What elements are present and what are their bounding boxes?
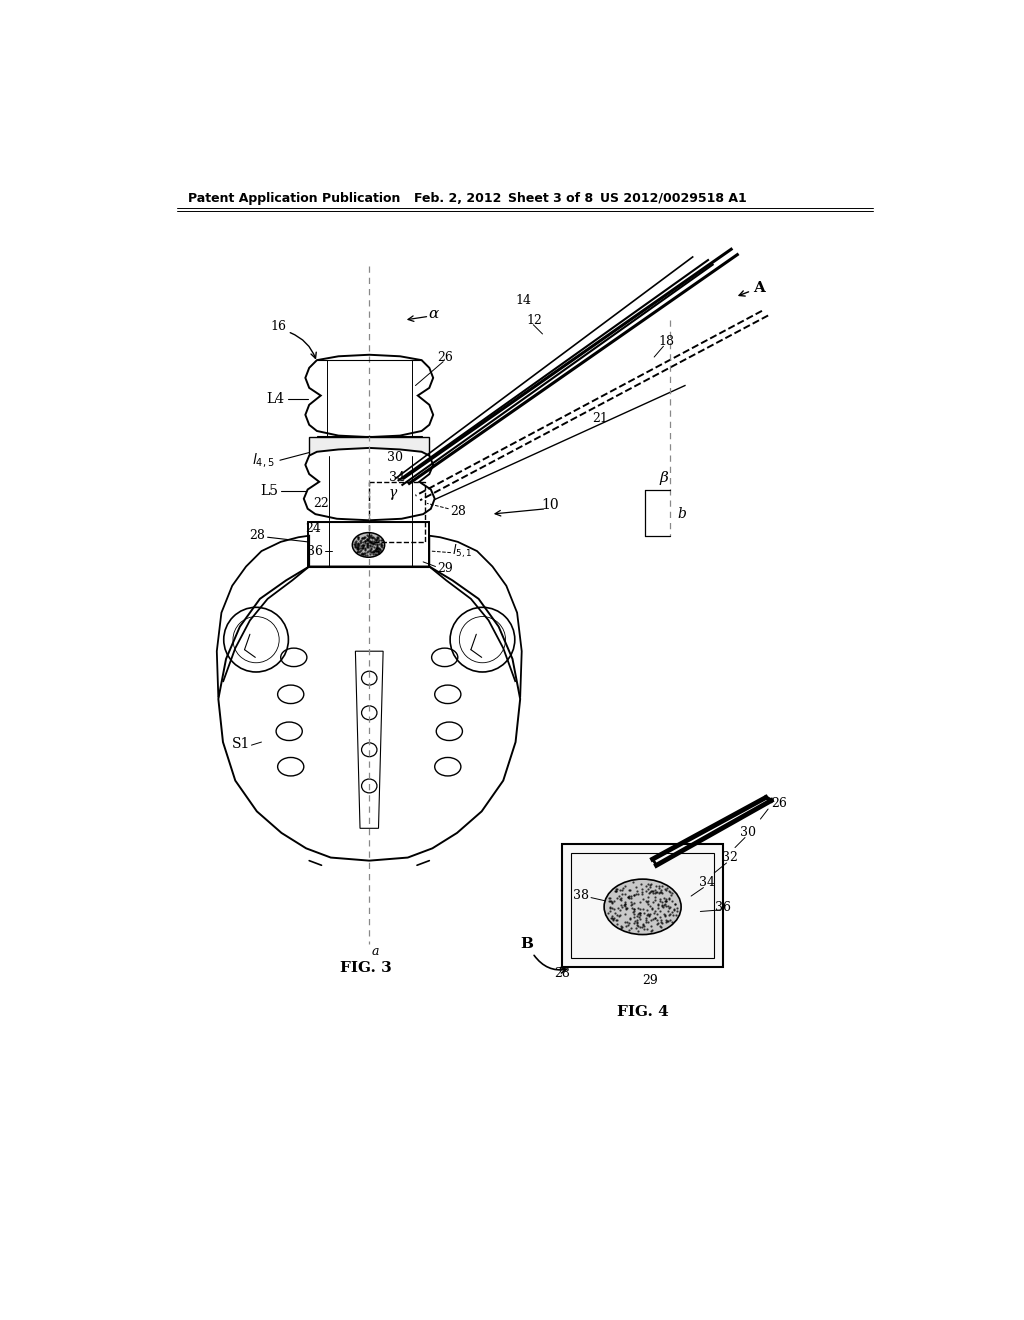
Polygon shape [305,355,433,437]
Text: 32: 32 [722,851,737,865]
Text: 26: 26 [437,351,453,363]
Text: S1: S1 [231,737,250,751]
Text: γ: γ [388,486,396,499]
Text: 24: 24 [305,521,321,535]
Text: 10: 10 [542,498,559,512]
Bar [307,521,429,566]
Text: L5: L5 [260,484,279,498]
Text: 30: 30 [387,450,402,463]
Text: FIG. 4: FIG. 4 [616,1005,669,1019]
Ellipse shape [352,532,385,557]
Text: 36: 36 [716,902,731,915]
Text: 16: 16 [270,319,287,333]
Bar [571,853,714,958]
Text: Sheet 3 of 8: Sheet 3 of 8 [508,191,593,205]
Text: $l_{4,5}$: $l_{4,5}$ [252,451,274,469]
Text: 12: 12 [526,314,542,326]
Text: a: a [372,945,379,958]
Text: 34: 34 [389,471,404,484]
Text: 34: 34 [698,875,715,888]
Text: 21: 21 [592,412,608,425]
Bar [370,482,425,541]
Text: 14: 14 [515,294,531,308]
Text: 18: 18 [658,335,675,348]
Text: 22: 22 [313,496,329,510]
Text: 28: 28 [250,529,265,543]
Text: b: b [678,507,686,521]
Text: 38: 38 [573,888,589,902]
Text: Patent Application Publication: Patent Application Publication [188,191,400,205]
Text: 36: 36 [307,545,324,557]
Polygon shape [218,566,520,861]
Text: US 2012/0029518 A1: US 2012/0029518 A1 [600,191,748,205]
Text: B: B [520,937,534,950]
Text: β: β [659,471,668,484]
Text: $l_{5,1}$: $l_{5,1}$ [453,543,473,560]
Text: 28: 28 [554,966,569,979]
Text: 29: 29 [642,974,658,987]
Text: 30: 30 [740,825,756,838]
Bar [562,843,724,966]
Text: 28: 28 [451,504,466,517]
Text: FIG. 3: FIG. 3 [340,961,391,975]
Text: α: α [428,308,438,321]
Ellipse shape [604,879,681,935]
Bar [309,437,429,455]
Text: 26: 26 [771,797,787,810]
Text: L4: L4 [266,392,285,407]
Text: Feb. 2, 2012: Feb. 2, 2012 [414,191,502,205]
Text: A: A [753,281,765,294]
Polygon shape [304,447,435,520]
Text: 29: 29 [437,561,453,574]
